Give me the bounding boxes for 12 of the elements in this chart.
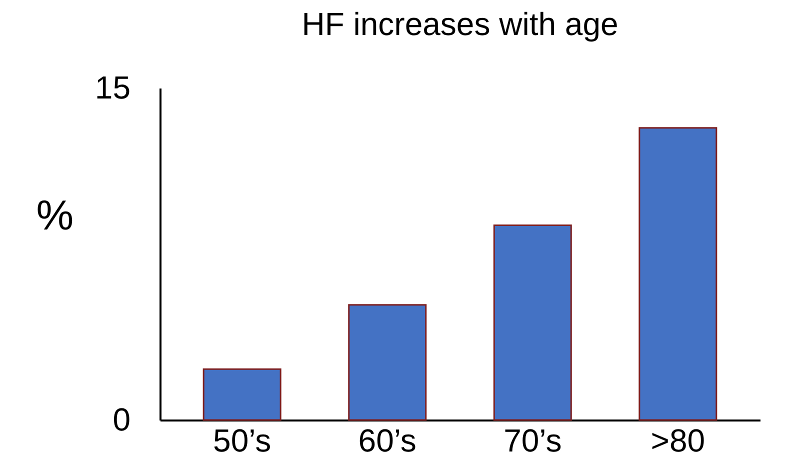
chart-title: HF increases with age: [302, 6, 618, 42]
bar: [638, 127, 718, 421]
y-tick-label: 15: [94, 70, 130, 106]
bar: [348, 304, 427, 421]
x-tick-label: 60’s: [358, 422, 416, 458]
y-axis-title: %: [36, 192, 74, 238]
x-tick-label: 70’s: [504, 422, 562, 458]
x-tick-label: >80: [650, 422, 706, 458]
y-tick-label: 0: [112, 402, 130, 438]
bar: [202, 368, 282, 421]
bar: [493, 224, 572, 421]
x-tick-label: 50’s: [213, 422, 272, 458]
